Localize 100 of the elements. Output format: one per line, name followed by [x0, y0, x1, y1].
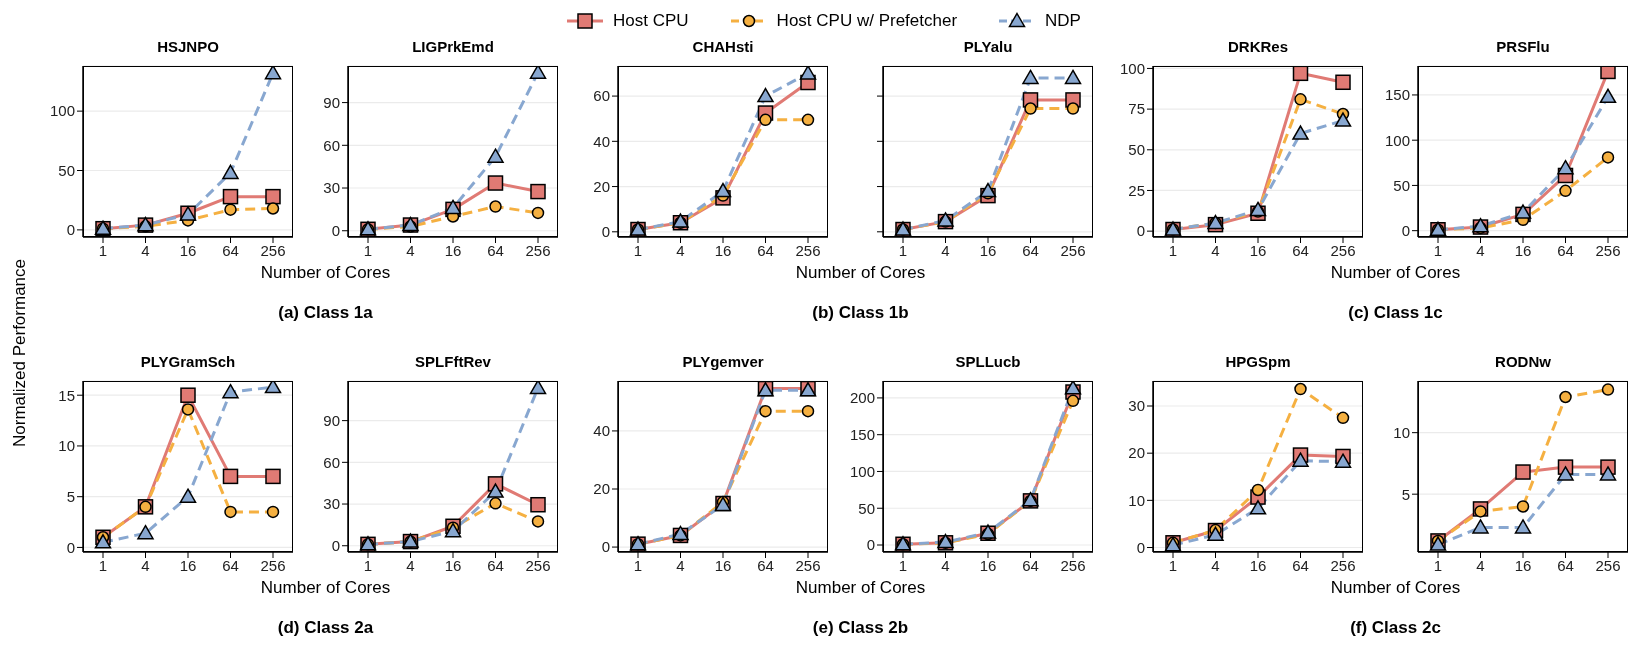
x-tick-label: 1 — [633, 556, 643, 574]
text: (e) Class 2b — [811, 618, 910, 638]
x-tick-label: 4 — [1476, 556, 1485, 574]
y-tick-label: 50 — [1128, 141, 1145, 159]
y-tick-label: 0 — [601, 538, 610, 556]
x-tick-label: 1 — [98, 556, 108, 574]
x-axis-title: Number of Cores — [1329, 578, 1462, 599]
x-tick-label: 4 — [941, 241, 950, 259]
y-tick-label: 60 — [323, 136, 340, 154]
y-tick-label: 0 — [1136, 222, 1145, 240]
y-tick-label: 10 — [58, 437, 75, 455]
y-tick-label: 20 — [593, 480, 610, 498]
y-tick-label: 50 — [58, 161, 75, 179]
x-tick-label: 256 — [260, 241, 286, 259]
x-tick-label: 64 — [487, 556, 504, 574]
x-tick-label: 16 — [1514, 556, 1532, 574]
x-tick-label: 1 — [633, 241, 643, 259]
x-tick-label: 16 — [444, 241, 462, 259]
x-tick-label: 1 — [898, 556, 908, 574]
x-tick-label: 4 — [406, 556, 415, 574]
legend-label: Host CPU — [613, 11, 689, 31]
x-tick-label: 16 — [1249, 556, 1267, 574]
legend-label: NDP — [1045, 11, 1081, 31]
chart-title: HPGSpm — [1224, 353, 1292, 372]
y-tick-label: 30 — [323, 179, 340, 197]
y-tick-label: 0 — [1136, 538, 1145, 556]
x-tick-label: 16 — [1249, 241, 1267, 259]
y-tick-label: 50 — [858, 499, 875, 517]
x-tick-label: 4 — [141, 556, 150, 574]
chart-title: PRSFlu — [1495, 38, 1551, 57]
x-tick-label: 4 — [676, 241, 685, 259]
x-tick-label: 16 — [714, 241, 732, 259]
x-tick-label: 16 — [1514, 241, 1532, 259]
x-tick-label: 4 — [406, 241, 415, 259]
y-tick-label: 0 — [601, 223, 610, 241]
x-tick-label: 4 — [1211, 556, 1220, 574]
x-tick-label: 1 — [1168, 241, 1178, 259]
x-tick-label: 4 — [941, 556, 950, 574]
chart-title: PLYGramSch — [139, 353, 237, 372]
x-tick-label: 256 — [1595, 556, 1621, 574]
chart-title: SPLFftRev — [414, 353, 492, 372]
x-tick-label: 64 — [1557, 241, 1574, 259]
text: (d) Class 2a — [276, 618, 375, 638]
y-tick-label: 5 — [1401, 485, 1410, 503]
x-tick-label: 64 — [1292, 241, 1309, 259]
y-tick-label: 100 — [49, 102, 75, 120]
text: (f) Class 2c — [1349, 618, 1442, 638]
text: (c) Class 1c — [1347, 303, 1444, 323]
y-tick-label: 40 — [593, 132, 610, 150]
x-tick-label: 4 — [1476, 241, 1485, 259]
x-tick-label: 256 — [1330, 556, 1356, 574]
x-tick-label: 256 — [525, 556, 551, 574]
chart-title: DRKRes — [1227, 38, 1289, 57]
y-tick-label: 60 — [593, 87, 610, 105]
x-tick-label: 1 — [1168, 556, 1178, 574]
x-tick-label: 16 — [444, 556, 462, 574]
x-tick-label: 256 — [1060, 556, 1086, 574]
chart-title: SPLLucb — [954, 353, 1022, 372]
chart-title: PLYalu — [962, 38, 1014, 57]
x-axis-title: Number of Cores — [794, 578, 927, 599]
x-tick-label: 4 — [141, 241, 150, 259]
y-tick-label: 0 — [866, 536, 875, 554]
chart-title: HSJNPO — [156, 38, 220, 57]
chart-title: LIGPrkEmd — [411, 38, 495, 57]
x-tick-label: 256 — [1060, 241, 1086, 259]
x-axis-title: Number of Cores — [259, 578, 392, 599]
x-tick-label: 1 — [363, 241, 373, 259]
x-tick-label: 16 — [179, 241, 197, 259]
x-tick-label: 1 — [1433, 556, 1443, 574]
x-tick-label: 64 — [757, 241, 774, 259]
y-tick-label: 15 — [58, 386, 75, 404]
y-tick-label: 0 — [66, 221, 75, 239]
x-tick-label: 16 — [714, 556, 732, 574]
y-tick-label: 0 — [331, 222, 340, 240]
chart-title: PLYgemver — [681, 353, 765, 372]
y-tick-label: 200 — [849, 389, 875, 407]
y-tick-label: 100 — [1384, 131, 1410, 149]
x-tick-label: 256 — [260, 556, 286, 574]
x-axis-title: Number of Cores — [259, 263, 392, 284]
y-tick-label: 20 — [1128, 444, 1145, 462]
y-tick-label: 10 — [1128, 491, 1145, 509]
x-axis-title: Number of Cores — [1329, 263, 1462, 284]
x-tick-label: 4 — [676, 556, 685, 574]
y-tick-label: 0 — [331, 537, 340, 555]
y-tick-label: 50 — [1393, 176, 1410, 194]
x-tick-label: 256 — [795, 241, 821, 259]
y-tick-label: 100 — [1119, 59, 1145, 77]
x-tick-label: 64 — [487, 241, 504, 259]
x-tick-label: 64 — [222, 241, 239, 259]
x-tick-label: 256 — [1330, 241, 1356, 259]
y-tick-label: 75 — [1128, 100, 1145, 118]
y-tick-label: 5 — [66, 488, 75, 506]
x-tick-label: 256 — [795, 556, 821, 574]
y-tick-label: 0 — [66, 538, 75, 556]
y-tick-label: 25 — [1128, 181, 1145, 199]
x-tick-label: 4 — [1211, 241, 1220, 259]
x-tick-label: 64 — [1557, 556, 1574, 574]
x-tick-label: 64 — [757, 556, 774, 574]
y-tick-label: 40 — [593, 422, 610, 440]
y-tick-label: 150 — [849, 426, 875, 444]
